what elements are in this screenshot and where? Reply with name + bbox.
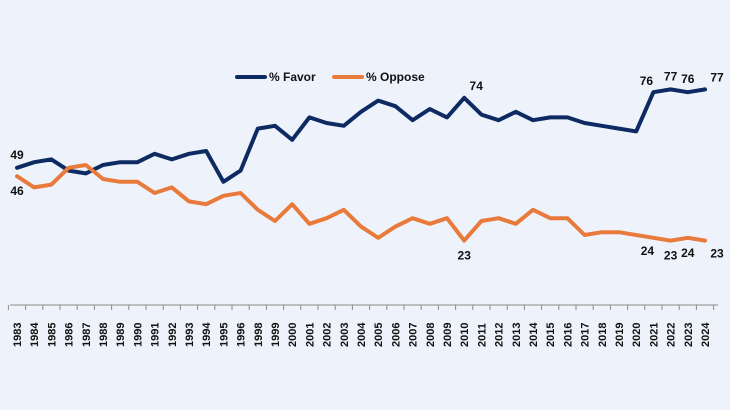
x-tick-label: 2001 <box>304 323 316 347</box>
x-tick-label: 2015 <box>545 323 557 347</box>
x-axis-ticks: 1983 1984 1985 1986 1987 1988 1989 1990 1991 1992… <box>8 305 713 347</box>
x-tick-label: 2010 <box>459 323 471 347</box>
x-tick-label: 2020 <box>631 323 643 347</box>
x-tick-label: 2006 <box>390 323 402 347</box>
data-label-oppose: 23 <box>458 249 472 263</box>
x-tick-label: 1985 <box>46 323 58 347</box>
x-tick-label: 1996 <box>236 323 248 347</box>
x-tick-label: 2004 <box>356 322 368 347</box>
data-label-favor: 77 <box>710 70 724 84</box>
legend-label-oppose: % Oppose <box>366 70 425 84</box>
x-tick-label: 2023 <box>683 323 695 347</box>
x-tick-label: 2014 <box>528 322 540 347</box>
series-line-oppose <box>17 165 705 241</box>
x-tick-label: 2003 <box>339 323 351 347</box>
x-tick-label: 2012 <box>494 323 506 347</box>
x-tick-label: 2011 <box>476 323 488 347</box>
x-tick-label: 1999 <box>270 323 282 347</box>
x-tick-label: 1992 <box>167 323 179 347</box>
data-label-oppose: 24 <box>681 246 695 260</box>
series-lines <box>17 89 705 240</box>
x-tick-label: 1989 <box>115 323 127 347</box>
x-tick-label: 2022 <box>666 323 678 347</box>
x-tick-label: 1993 <box>184 323 196 347</box>
data-label-favor: 49 <box>10 148 24 162</box>
x-tick-label: 2005 <box>373 323 385 347</box>
x-tick-label: 2008 <box>425 323 437 347</box>
chart-container: % Favor % Oppose 1983 1984 1985 1986 1987 198… <box>0 0 730 410</box>
x-tick-label: 2024 <box>700 322 712 347</box>
data-label-oppose: 24 <box>641 244 655 258</box>
legend: % Favor % Oppose <box>237 70 425 84</box>
x-tick-label: 1991 <box>150 323 162 347</box>
x-tick-label: 2000 <box>287 323 299 347</box>
x-tick-label: 2002 <box>322 323 334 347</box>
data-label-favor: 76 <box>640 74 654 88</box>
data-label-oppose: 23 <box>664 249 678 263</box>
x-tick-label: 1998 <box>253 323 265 347</box>
x-tick-label: 2007 <box>408 323 420 347</box>
series-line-favor <box>17 89 705 181</box>
data-label-favor: 76 <box>681 72 695 86</box>
x-tick-label: 2013 <box>511 323 523 347</box>
x-tick-label: 2019 <box>614 323 626 347</box>
x-tick-label: 1987 <box>81 323 93 347</box>
x-tick-label: 2016 <box>562 323 574 347</box>
x-tick-label: 1983 <box>12 323 24 347</box>
x-tick-label: 2018 <box>597 323 609 347</box>
x-tick-label: 1984 <box>29 322 41 347</box>
x-tick-label: 1986 <box>64 323 76 347</box>
legend-label-favor: % Favor <box>269 70 316 84</box>
x-tick-label: 2021 <box>648 323 660 347</box>
data-label-favor: 74 <box>470 79 484 93</box>
x-tick-label: 1994 <box>201 322 213 347</box>
data-label-favor: 77 <box>664 69 678 83</box>
x-tick-label: 2009 <box>442 323 454 347</box>
x-tick-label: 2017 <box>580 323 592 347</box>
data-label-oppose: 46 <box>10 184 24 198</box>
x-tick-label: 1988 <box>98 323 110 347</box>
data-label-oppose: 23 <box>710 247 724 261</box>
x-tick-label: 1995 <box>218 323 230 347</box>
line-chart: % Favor % Oppose 1983 1984 1985 1986 1987 198… <box>0 0 730 410</box>
x-tick-label: 1990 <box>132 323 144 347</box>
